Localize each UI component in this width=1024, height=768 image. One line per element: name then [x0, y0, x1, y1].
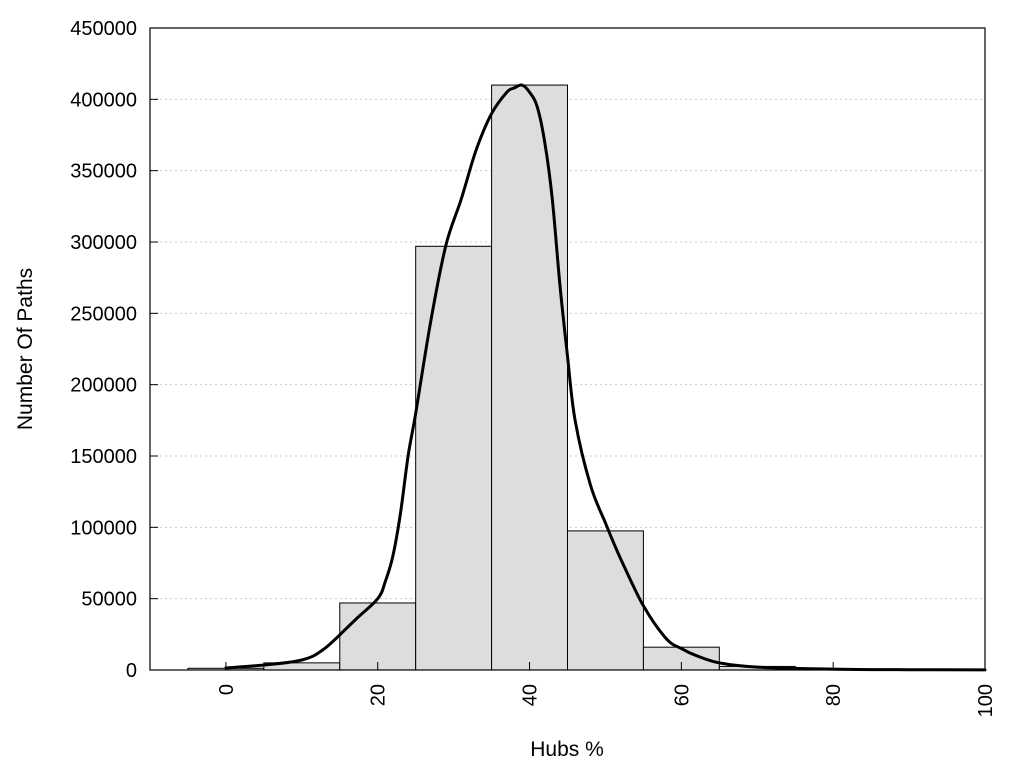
density-curve — [224, 83, 987, 672]
x-axis-title: Hubs % — [530, 738, 604, 761]
histogram-bars — [187, 84, 948, 671]
histogram-bar — [415, 245, 493, 671]
y-tick-label: 200000 — [70, 375, 137, 397]
x-tick-label: 20 — [368, 684, 390, 706]
x-tick-label: 60 — [671, 684, 693, 706]
y-tick-label: 250000 — [70, 303, 137, 325]
x-axis-ticks: 0 20 40 60 80 100 — [216, 662, 997, 717]
gridlines — [150, 98, 985, 600]
histogram-bar — [567, 530, 644, 671]
y-tick-label: 400000 — [70, 89, 137, 111]
histogram-bar — [339, 602, 417, 671]
x-tick-label: 40 — [520, 684, 542, 706]
y-tick-label: 0 — [126, 660, 137, 682]
y-axis-title: Number Of Paths — [14, 268, 37, 430]
y-axis-ticks: 0 50000 100000 150000 200000 250000 300000 3500… — [70, 18, 158, 682]
x-tick-label: 80 — [823, 684, 845, 706]
x-tick-label: 100 — [975, 684, 997, 717]
y-tick-label: 450000 — [70, 18, 137, 40]
y-tick-label: 100000 — [70, 517, 137, 539]
y-tick-label: 50000 — [81, 589, 137, 611]
x-tick-label: 0 — [216, 684, 238, 695]
y-tick-label: 300000 — [70, 232, 137, 254]
y-tick-label: 350000 — [70, 161, 137, 183]
y-tick-label: 150000 — [70, 446, 137, 468]
plot-frame — [149, 27, 986, 671]
histogram-bar — [491, 84, 568, 671]
